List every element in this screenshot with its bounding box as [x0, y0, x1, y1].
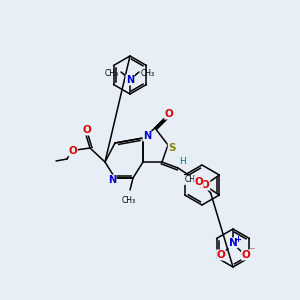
Text: N: N: [126, 75, 134, 85]
Text: O: O: [242, 250, 250, 260]
Text: CH₃: CH₃: [122, 196, 136, 205]
Text: CH₃: CH₃: [141, 70, 155, 79]
Text: N: N: [229, 238, 237, 248]
Text: O: O: [201, 180, 210, 190]
Text: +: +: [235, 235, 242, 244]
Text: S: S: [168, 143, 176, 153]
Text: N: N: [143, 131, 151, 141]
Text: N: N: [108, 175, 116, 185]
Text: O: O: [69, 146, 77, 156]
Text: O: O: [194, 177, 203, 187]
Text: CH₃: CH₃: [184, 176, 198, 184]
Text: O: O: [165, 109, 173, 119]
Text: O: O: [82, 125, 91, 135]
Text: CH₃: CH₃: [105, 70, 119, 79]
Text: ⁻: ⁻: [249, 246, 255, 256]
Text: H: H: [180, 157, 186, 166]
Text: O: O: [217, 250, 225, 260]
